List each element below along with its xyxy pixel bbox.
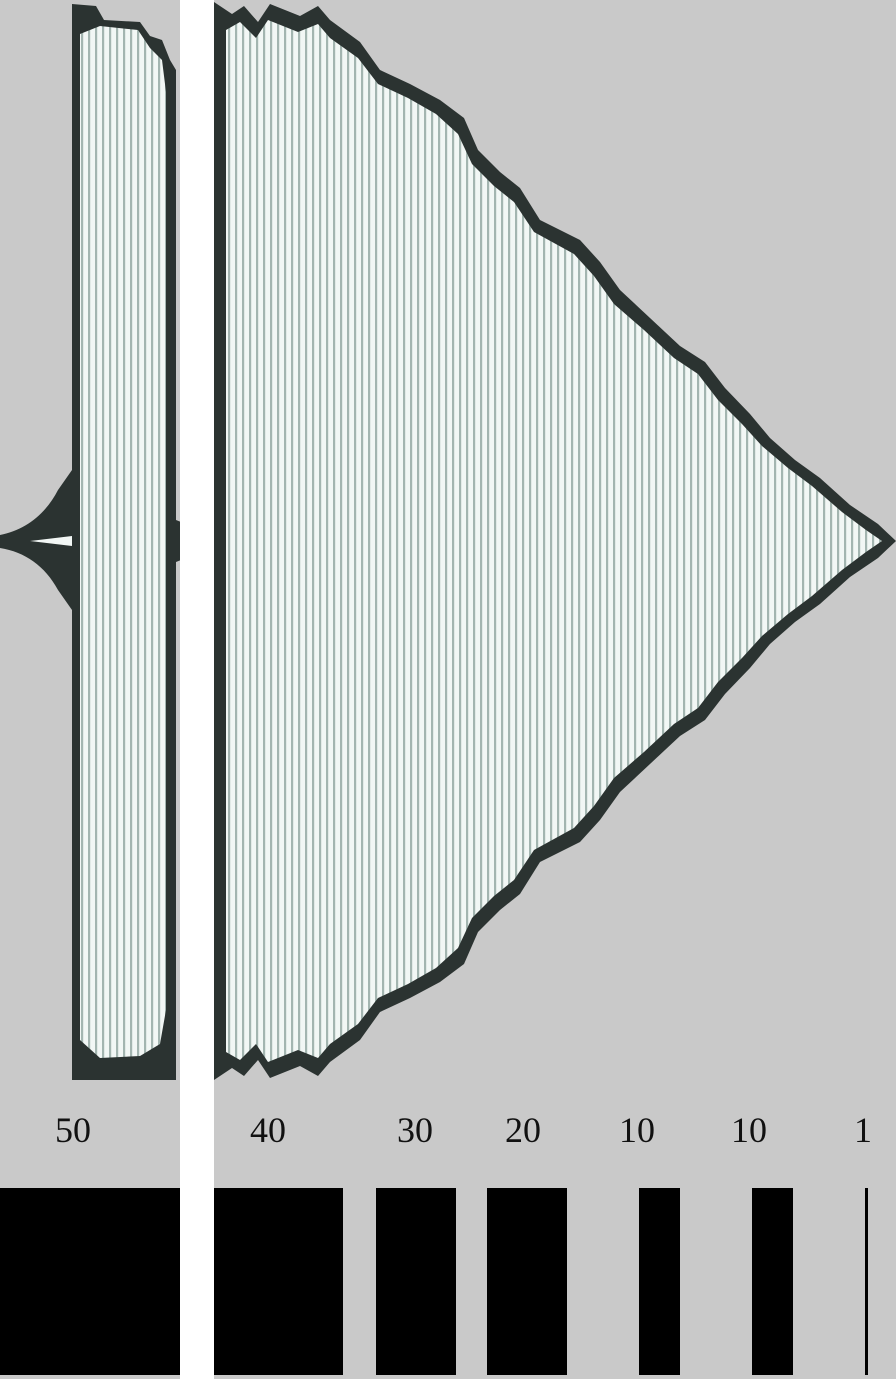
scale-bar-1 [865, 1188, 868, 1375]
scale-bar-30 [376, 1188, 456, 1375]
scale-label-10a: 10 [619, 1110, 655, 1150]
scale-bar-20 [487, 1188, 567, 1375]
left-block [72, 4, 176, 1080]
scale-label-20: 20 [505, 1110, 541, 1150]
decay-envelope-fill [226, 20, 882, 1062]
scale-label-30: 30 [397, 1110, 433, 1150]
decay-envelope [214, 2, 896, 1080]
left-spike-core [30, 536, 72, 546]
scale-label-40: 40 [250, 1110, 286, 1150]
scale-bar-10b [752, 1188, 793, 1375]
scale-bar-40 [214, 1188, 343, 1375]
scale-bar-50 [0, 1188, 180, 1375]
left-spike [0, 470, 72, 610]
scale-label-1: 1 [854, 1110, 872, 1150]
scale-bar-10a [639, 1188, 680, 1375]
scale-label-10b: 10 [731, 1110, 767, 1150]
white-strip [180, 0, 214, 1379]
scale-label-50: 50 [55, 1110, 91, 1150]
left-block-fill [80, 26, 166, 1058]
